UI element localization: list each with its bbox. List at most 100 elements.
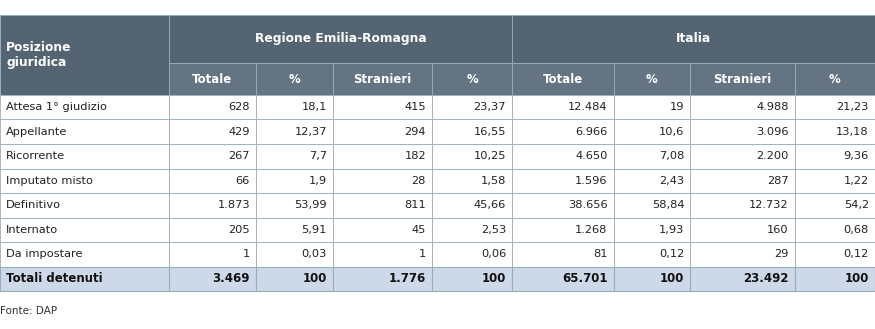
Text: 16,55: 16,55 xyxy=(473,127,506,137)
Text: 0,12: 0,12 xyxy=(659,249,684,259)
Bar xyxy=(613,119,690,144)
Text: 9,36: 9,36 xyxy=(844,151,869,161)
Bar xyxy=(169,193,256,217)
Bar xyxy=(690,217,795,242)
Text: 53,99: 53,99 xyxy=(294,200,326,210)
Text: 1.776: 1.776 xyxy=(388,272,426,285)
Bar xyxy=(512,63,613,95)
Bar xyxy=(169,63,256,95)
Bar xyxy=(690,119,795,144)
Text: 1.268: 1.268 xyxy=(575,225,607,235)
Bar xyxy=(0,95,169,119)
Bar xyxy=(690,95,795,119)
Text: Totali detenuti: Totali detenuti xyxy=(6,272,102,285)
Text: 628: 628 xyxy=(228,102,250,112)
Bar xyxy=(512,242,613,266)
Bar xyxy=(256,119,332,144)
Text: Internato: Internato xyxy=(6,225,59,235)
Text: 3.096: 3.096 xyxy=(756,127,789,137)
Text: 28: 28 xyxy=(411,176,426,186)
Bar xyxy=(332,266,432,291)
Bar xyxy=(332,242,432,266)
Bar xyxy=(690,168,795,193)
Text: 7,7: 7,7 xyxy=(309,151,326,161)
Bar xyxy=(169,144,256,168)
Bar xyxy=(432,95,512,119)
Bar xyxy=(256,63,332,95)
Bar xyxy=(512,217,613,242)
Bar xyxy=(169,266,256,291)
Text: 12,37: 12,37 xyxy=(294,127,326,137)
Bar xyxy=(256,193,332,217)
Text: %: % xyxy=(289,73,300,86)
Bar xyxy=(432,193,512,217)
Text: 1: 1 xyxy=(419,249,426,259)
Bar xyxy=(0,168,169,193)
Bar xyxy=(169,217,256,242)
Bar xyxy=(432,144,512,168)
Text: %: % xyxy=(646,73,658,86)
Text: 58,84: 58,84 xyxy=(652,200,684,210)
Bar xyxy=(0,217,169,242)
Text: 0,12: 0,12 xyxy=(844,249,869,259)
Bar xyxy=(169,168,256,193)
Bar xyxy=(613,144,690,168)
Bar xyxy=(690,242,795,266)
Text: 38.656: 38.656 xyxy=(568,200,607,210)
Text: 23.492: 23.492 xyxy=(744,272,789,285)
Bar xyxy=(332,63,432,95)
Text: 100: 100 xyxy=(303,272,326,285)
Bar xyxy=(0,242,169,266)
Bar xyxy=(256,266,332,291)
Text: 18,1: 18,1 xyxy=(301,102,326,112)
Text: 2,43: 2,43 xyxy=(659,176,684,186)
Text: 100: 100 xyxy=(482,272,506,285)
Bar xyxy=(512,168,613,193)
Bar xyxy=(795,266,875,291)
Bar xyxy=(332,217,432,242)
Bar xyxy=(432,242,512,266)
Text: Appellante: Appellante xyxy=(6,127,67,137)
Bar xyxy=(512,193,613,217)
Text: 4.650: 4.650 xyxy=(575,151,607,161)
Text: 12.732: 12.732 xyxy=(749,200,789,210)
Bar xyxy=(432,119,512,144)
Bar xyxy=(169,242,256,266)
Bar xyxy=(795,193,875,217)
Bar xyxy=(690,63,795,95)
Bar xyxy=(690,266,795,291)
Text: 287: 287 xyxy=(767,176,789,186)
Bar xyxy=(0,15,169,95)
Text: Totale: Totale xyxy=(192,73,233,86)
Text: Italia: Italia xyxy=(676,33,711,45)
Bar xyxy=(795,168,875,193)
Text: 294: 294 xyxy=(404,127,426,137)
Text: Regione Emilia-Romagna: Regione Emilia-Romagna xyxy=(255,33,426,45)
Text: %: % xyxy=(466,73,478,86)
Text: 7,08: 7,08 xyxy=(659,151,684,161)
Bar xyxy=(512,119,613,144)
Bar xyxy=(0,144,169,168)
Bar xyxy=(795,119,875,144)
Bar xyxy=(795,95,875,119)
Text: 1.873: 1.873 xyxy=(217,200,250,210)
Bar xyxy=(613,168,690,193)
Text: 100: 100 xyxy=(844,272,869,285)
Bar xyxy=(169,119,256,144)
Text: 10,25: 10,25 xyxy=(473,151,506,161)
Bar xyxy=(256,95,332,119)
Bar xyxy=(432,266,512,291)
Bar xyxy=(512,144,613,168)
Text: 23,37: 23,37 xyxy=(473,102,506,112)
Text: 205: 205 xyxy=(228,225,250,235)
Text: Imputato misto: Imputato misto xyxy=(6,176,93,186)
Bar xyxy=(613,266,690,291)
Text: 45: 45 xyxy=(411,225,426,235)
Text: Totale: Totale xyxy=(542,73,583,86)
Bar xyxy=(332,119,432,144)
Text: Da impostare: Da impostare xyxy=(6,249,82,259)
Text: Ricorrente: Ricorrente xyxy=(6,151,66,161)
Text: 65.701: 65.701 xyxy=(562,272,607,285)
Bar xyxy=(332,144,432,168)
Text: 429: 429 xyxy=(228,127,250,137)
